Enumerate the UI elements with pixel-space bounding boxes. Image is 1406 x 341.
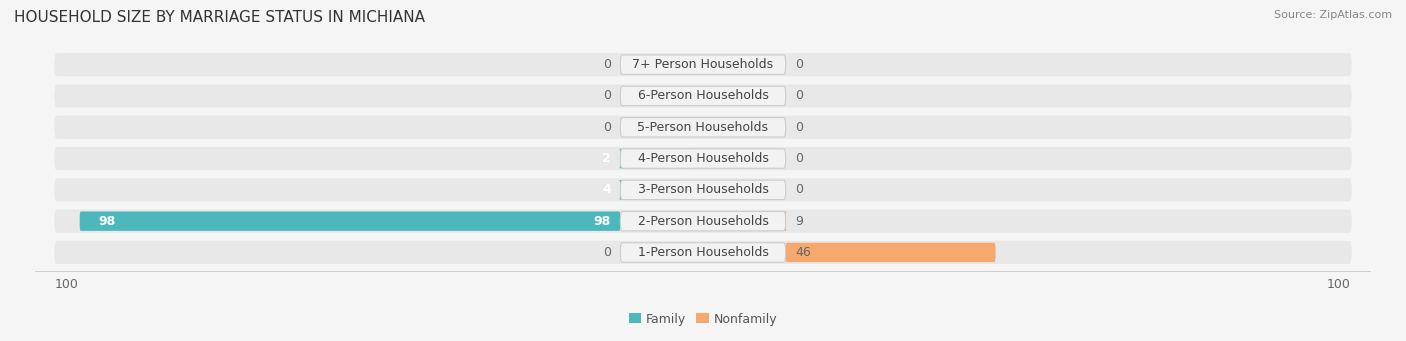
Text: 2-Person Households: 2-Person Households [637,215,769,228]
FancyBboxPatch shape [55,84,1351,107]
Text: 4: 4 [602,183,610,196]
Text: 5-Person Households: 5-Person Households [637,121,769,134]
Text: 0: 0 [603,121,610,134]
Text: 7+ Person Households: 7+ Person Households [633,58,773,71]
FancyBboxPatch shape [55,53,1351,76]
FancyBboxPatch shape [619,149,692,168]
Text: 0: 0 [796,89,803,102]
FancyBboxPatch shape [786,243,995,262]
Text: 2: 2 [602,152,610,165]
Text: 46: 46 [796,246,811,259]
FancyBboxPatch shape [55,178,1351,202]
Text: 98: 98 [98,215,117,228]
FancyBboxPatch shape [620,149,786,168]
Text: 1-Person Households: 1-Person Households [637,246,769,259]
Text: 0: 0 [603,58,610,71]
Text: 3-Person Households: 3-Person Households [637,183,769,196]
FancyBboxPatch shape [620,211,786,231]
Text: 0: 0 [796,58,803,71]
FancyBboxPatch shape [620,86,786,106]
Text: 98: 98 [593,215,610,228]
FancyBboxPatch shape [759,211,787,231]
Text: 4-Person Households: 4-Person Households [637,152,769,165]
FancyBboxPatch shape [620,243,786,262]
Text: 0: 0 [603,89,610,102]
FancyBboxPatch shape [620,180,786,199]
Text: HOUSEHOLD SIZE BY MARRIAGE STATUS IN MICHIANA: HOUSEHOLD SIZE BY MARRIAGE STATUS IN MIC… [14,10,425,25]
FancyBboxPatch shape [620,118,786,137]
Text: Source: ZipAtlas.com: Source: ZipAtlas.com [1274,10,1392,20]
FancyBboxPatch shape [620,55,786,74]
FancyBboxPatch shape [55,116,1351,139]
FancyBboxPatch shape [55,147,1351,170]
FancyBboxPatch shape [55,210,1351,233]
Text: 0: 0 [796,152,803,165]
FancyBboxPatch shape [80,211,620,231]
FancyBboxPatch shape [619,180,679,199]
Text: 0: 0 [796,121,803,134]
Text: 0: 0 [796,183,803,196]
Text: 0: 0 [603,246,610,259]
Text: 6-Person Households: 6-Person Households [637,89,769,102]
Text: 9: 9 [796,215,803,228]
Legend: Family, Nonfamily: Family, Nonfamily [624,308,782,330]
FancyBboxPatch shape [55,241,1351,264]
